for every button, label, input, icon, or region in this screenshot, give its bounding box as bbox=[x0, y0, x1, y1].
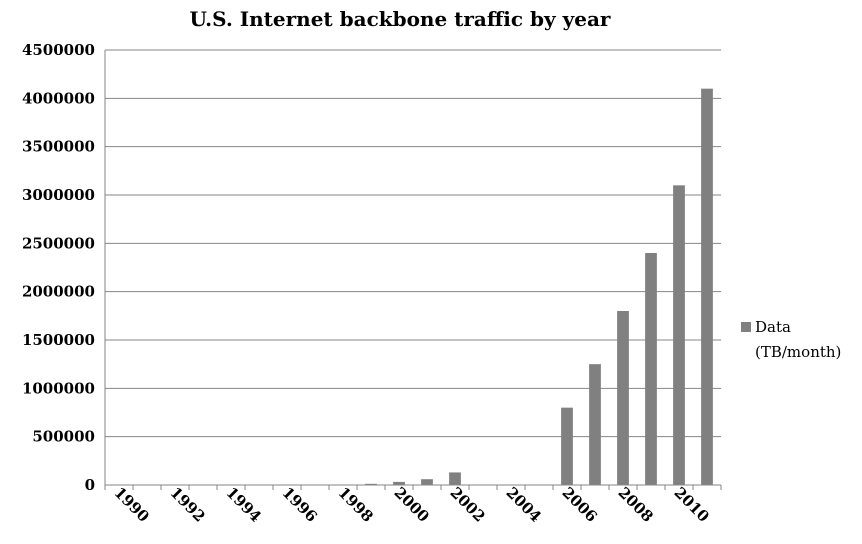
bars bbox=[113, 88, 713, 486]
x-tick-label: 2004 bbox=[503, 483, 545, 525]
y-tick-label: 1000000 bbox=[22, 379, 95, 397]
bar-1999 bbox=[365, 483, 377, 485]
bar-2007 bbox=[589, 364, 601, 485]
y-tick-label: 3000000 bbox=[22, 186, 95, 204]
x-tick-label: 2000 bbox=[391, 483, 433, 525]
y-tick-label: 1500000 bbox=[22, 331, 95, 349]
bar-2006 bbox=[561, 407, 573, 485]
x-tick-label: 1996 bbox=[279, 483, 321, 525]
bar-2000 bbox=[393, 481, 405, 485]
bar-2002 bbox=[449, 472, 461, 485]
x-tick-labels: 1990 1992 1994 1996 1998 2000 2002 2004 2006 2008… bbox=[104, 483, 722, 526]
legend: Data (TB/month) bbox=[741, 318, 841, 361]
x-tick-label: 1990 bbox=[111, 483, 153, 525]
gridlines bbox=[105, 49, 721, 438]
y-tick-label: 4000000 bbox=[22, 89, 95, 107]
bar-2001 bbox=[421, 479, 433, 485]
bar-2011 bbox=[701, 88, 713, 486]
x-tick-label: 2002 bbox=[447, 483, 489, 525]
legend-swatch bbox=[741, 322, 751, 332]
y-tick-label: 4500000 bbox=[22, 41, 95, 59]
legend-label-line1: Data bbox=[755, 318, 791, 336]
y-tick-label: 2000000 bbox=[22, 283, 95, 301]
y-tick-label: 0 bbox=[85, 476, 95, 494]
x-tick-label: 1998 bbox=[335, 483, 377, 525]
y-tick-label: 3500000 bbox=[22, 138, 95, 156]
x-tick-label: 2008 bbox=[615, 483, 657, 525]
x-tick-label: 1994 bbox=[223, 483, 265, 525]
x-tick-label: 1992 bbox=[167, 483, 209, 525]
chart-title: U.S. Internet backbone traffic by year bbox=[190, 7, 611, 31]
bar-2009 bbox=[645, 253, 657, 485]
x-tick-label: 2006 bbox=[559, 483, 601, 525]
y-tick-labels: 0 500000 1000000 1500000 2000000 2500000 30000… bbox=[22, 41, 95, 494]
bar-2008 bbox=[617, 311, 629, 485]
x-tick-label: 2010 bbox=[671, 483, 713, 525]
y-tick-label: 500000 bbox=[32, 428, 95, 446]
bar-2010 bbox=[673, 185, 685, 486]
legend-label-line2: (TB/month) bbox=[755, 343, 841, 361]
y-tick-label: 2500000 bbox=[22, 234, 95, 252]
